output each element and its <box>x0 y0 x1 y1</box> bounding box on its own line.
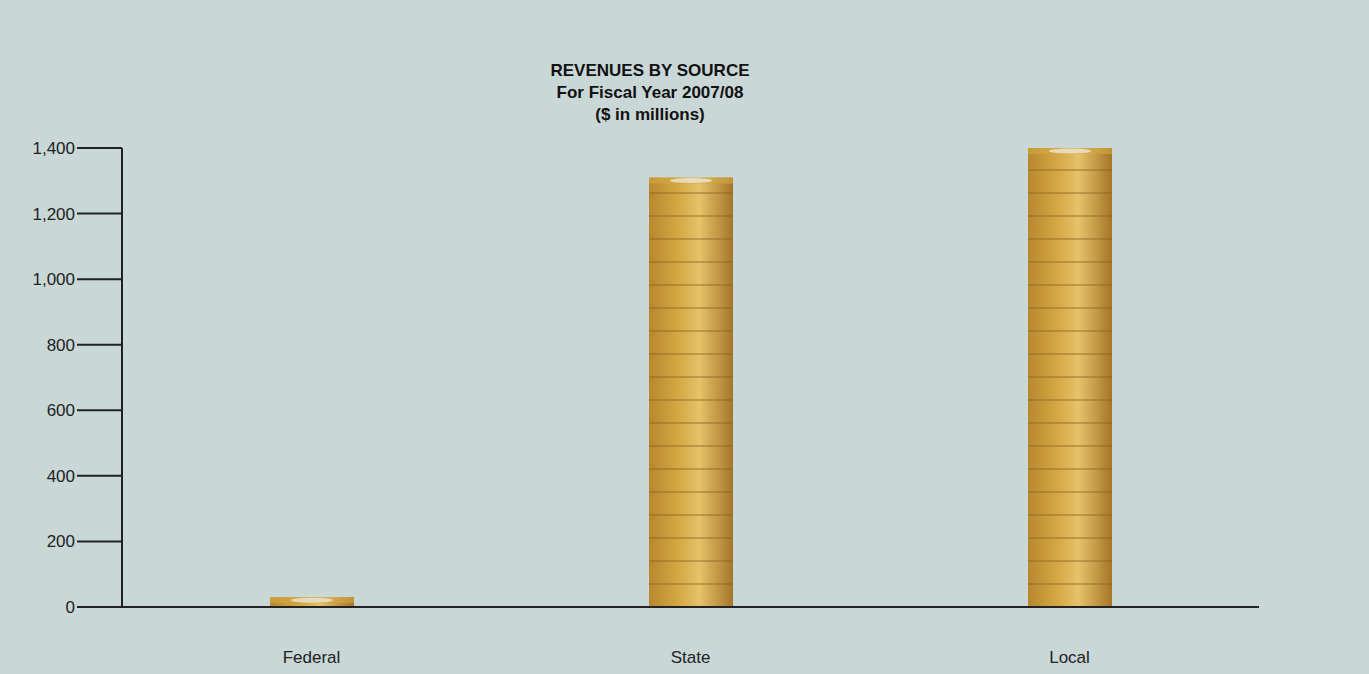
svg-text:800: 800 <box>47 336 75 355</box>
svg-text:1,200: 1,200 <box>32 205 75 224</box>
svg-text:0: 0 <box>66 598 75 617</box>
svg-text:1,400: 1,400 <box>32 139 75 158</box>
svg-text:State: State <box>671 648 711 667</box>
svg-text:Local: Local <box>1049 648 1090 667</box>
html-text:($ in millions): ($ in millions) <box>595 105 705 124</box>
svg-text:Federal: Federal <box>283 648 341 667</box>
svg-text:1,000: 1,000 <box>32 270 75 289</box>
svg-text:200: 200 <box>47 532 75 551</box>
svg-text:400: 400 <box>47 467 75 486</box>
html-text:REVENUES BY SOURCE: REVENUES BY SOURCE <box>550 61 750 80</box>
svg-text:600: 600 <box>47 401 75 420</box>
html-text:For Fiscal Year 2007/08: For Fiscal Year 2007/08 <box>556 83 744 102</box>
